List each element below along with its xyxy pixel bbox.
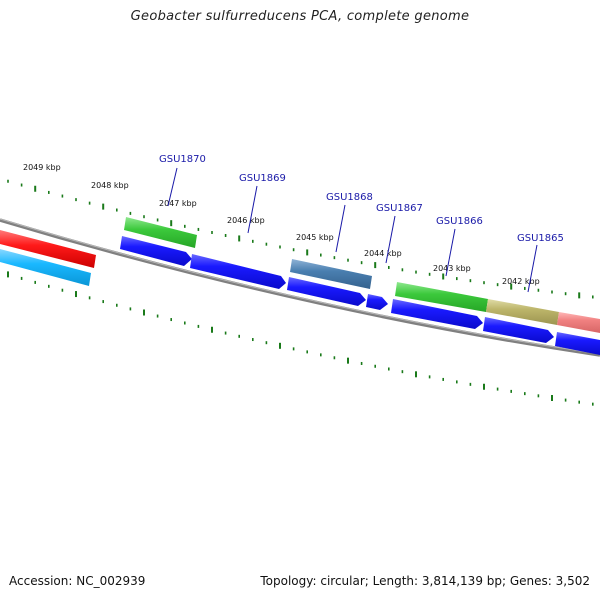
feature-pink[interactable] [557, 312, 600, 333]
leader-line [167, 167, 178, 207]
gene-labels: GSU1870 GSU1869 GSU1868 GSU1867 GSU1866 … [159, 154, 564, 244]
cds-right[interactable] [555, 332, 600, 355]
leader-line [445, 228, 456, 277]
genome-backbone [0, 218, 600, 357]
kbp-label: 2048 kbp [91, 181, 129, 190]
leader-line [335, 204, 346, 253]
topology-label: Topology: circular; Length: 3,814,139 bp… [260, 574, 590, 588]
kbp-label: 2046 kbp [227, 216, 265, 225]
accession-label: Accession: NC_002939 [9, 574, 146, 588]
gene-label-gsu1867[interactable]: GSU1867 [376, 203, 423, 214]
cds-gsu1869[interactable] [190, 254, 286, 289]
gene-label-gsu1866[interactable]: GSU1866 [436, 216, 483, 227]
gene-label-gsu1869[interactable]: GSU1869 [239, 173, 286, 184]
kbp-label: 2043 kbp [433, 264, 471, 273]
kbp-labels: 2049 kbp 2048 kbp 2047 kbp 2046 kbp 2045… [23, 163, 540, 286]
kbp-label: 2047 kbp [159, 199, 197, 208]
feature-olive-gsu1865[interactable] [486, 299, 559, 325]
feature-green-gsu1866[interactable] [395, 282, 488, 312]
outer-tick-ruler [7, 179, 594, 299]
cds-gsu1865[interactable] [483, 317, 554, 343]
gene-label-lines [167, 167, 538, 293]
kbp-label: 2042 kbp [502, 277, 540, 286]
genome-backbone-highlight [0, 218, 600, 355]
cds-gsu1866[interactable] [391, 299, 483, 329]
inner-tick-ruler [7, 271, 594, 406]
feature-track-inner [0, 236, 600, 355]
kbp-label: 2049 kbp [23, 163, 61, 172]
gene-label-gsu1865[interactable]: GSU1865 [517, 233, 564, 244]
feature-green-gsu1870[interactable] [124, 217, 197, 248]
feature-track-outer [0, 217, 600, 333]
gene-label-gsu1868[interactable]: GSU1868 [326, 192, 373, 203]
leader-line [527, 244, 538, 293]
feature-red[interactable] [0, 230, 96, 268]
cds-cyan[interactable] [0, 249, 91, 286]
leader-line [247, 185, 258, 234]
kbp-label: 2045 kbp [296, 233, 334, 242]
leader-line [385, 215, 396, 264]
cds-gsu1868[interactable] [287, 277, 366, 306]
feature-steelblue-gsu1868[interactable] [290, 259, 372, 289]
cds-gsu1867[interactable] [366, 294, 388, 310]
gene-label-gsu1870[interactable]: GSU1870 [159, 154, 206, 165]
cds-gsu1870[interactable] [120, 236, 192, 266]
page-title: Geobacter sulfurreducens PCA, complete g… [130, 9, 470, 24]
kbp-label: 2044 kbp [364, 249, 402, 258]
